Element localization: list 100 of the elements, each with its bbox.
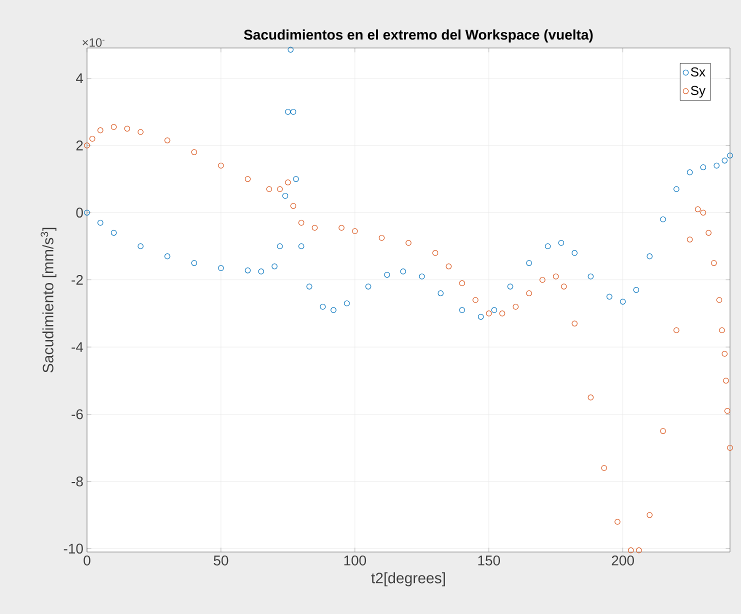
point [620,298,626,305]
point [636,547,642,554]
point [418,274,425,280]
point [191,260,198,266]
point [285,108,291,115]
point [138,129,144,135]
point [588,394,594,400]
point [406,240,412,246]
point [714,162,720,168]
point [312,224,318,231]
chart-title: Sacudimientos en el extremo del Workspace (vuelta) [244,29,593,42]
point [277,186,283,192]
text: ×10$^{-}$ [82,38,104,47]
point [290,108,296,115]
point [660,428,666,434]
point [138,243,144,250]
point [164,253,170,260]
point [572,250,578,256]
x-tick-label: 200 [612,556,634,566]
point [352,228,358,234]
point [218,162,224,168]
point [378,234,385,241]
point [512,304,519,310]
point [218,265,224,271]
point [306,284,312,290]
point [727,152,733,158]
x-tick-label: 100 [344,556,366,566]
point [486,310,492,316]
point [724,408,730,414]
point [459,307,465,313]
point [694,206,701,212]
y-tick-label: 0 [76,208,83,218]
y-tick-label: -6 [72,409,83,420]
y-tick-label: 2 [76,140,83,150]
point [298,220,304,226]
point [272,264,278,270]
point [384,272,390,278]
point [722,158,728,164]
point [290,203,296,209]
point [540,276,546,283]
point [282,192,288,199]
point [244,268,251,274]
point [646,512,653,518]
point [560,284,567,290]
point [365,284,372,290]
y-tick-label: 4 [76,73,84,84]
point [706,230,712,236]
point [98,220,104,226]
point [723,378,729,384]
x-tick-label: 50 [214,556,228,566]
point [344,300,350,306]
point [572,320,578,326]
point [674,327,680,334]
point [277,243,283,250]
point [191,149,198,156]
point [646,253,653,260]
point [544,243,551,250]
point [601,465,607,471]
point [472,297,478,303]
point [552,274,559,280]
point [110,230,117,236]
point [558,240,564,246]
point [438,290,444,296]
point [84,210,90,216]
point [432,250,438,256]
point [285,180,291,186]
point [499,310,506,316]
point [719,327,725,334]
point [459,280,465,286]
legend-label: Sy [690,86,706,98]
x-axis-title: t2[degrees] [371,572,445,586]
point [674,186,680,192]
y-axis-title: Sacudimiento [mm/s$^{3}$] [40,228,56,373]
point [244,176,251,182]
y-tick-label: -2 [72,274,83,285]
y-tick-label: -10 [64,544,83,554]
point [686,169,693,176]
point [258,268,264,274]
point [446,264,452,270]
legend-label: Sx [690,67,706,77]
point [400,268,406,274]
point [526,290,532,296]
point [526,260,532,266]
y-tick-label: -8 [72,476,83,486]
point [606,294,612,300]
point [716,297,722,303]
point [288,46,294,53]
point [320,304,326,310]
x-tick-label: 150 [478,556,500,566]
point [89,136,96,142]
point [700,164,706,170]
point [330,307,336,313]
point [98,127,104,134]
point [293,176,299,182]
point [338,224,344,231]
point [298,243,304,250]
point [124,126,130,132]
point [110,124,117,130]
point [700,210,706,216]
point [84,142,90,148]
